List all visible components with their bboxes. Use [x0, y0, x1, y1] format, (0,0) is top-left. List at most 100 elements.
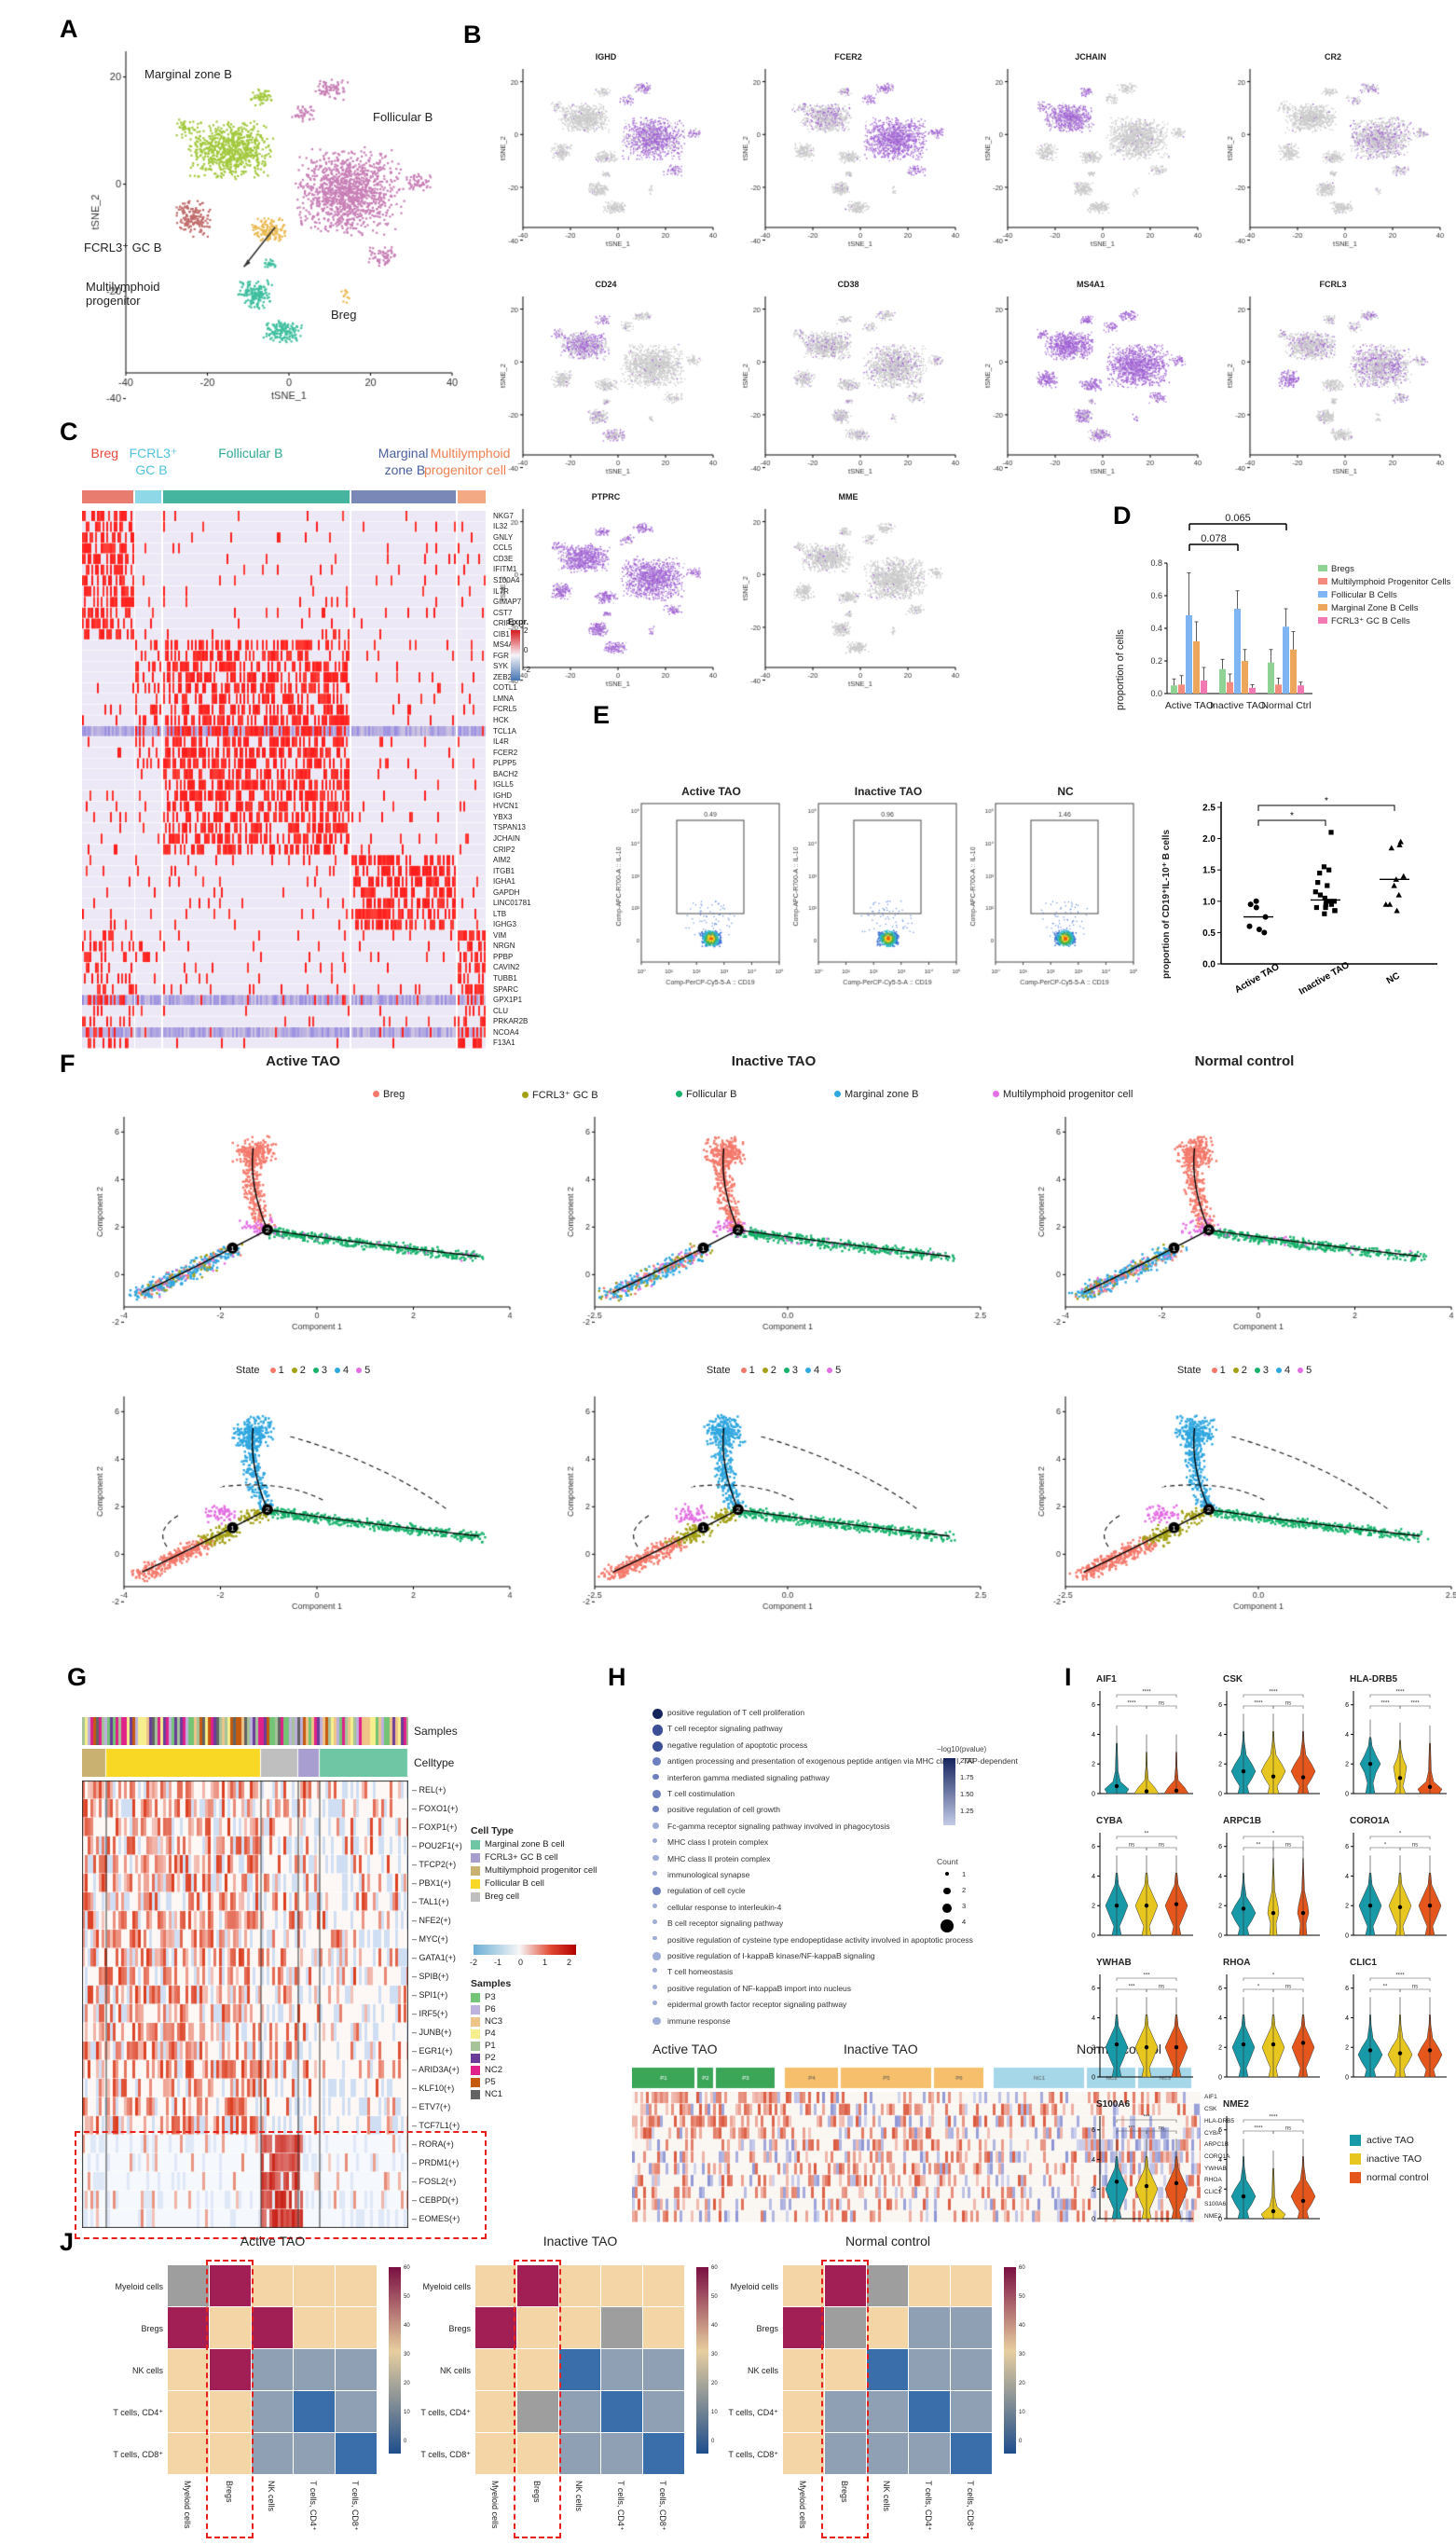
- heatmap-gene-label: IGHA1: [493, 877, 516, 887]
- panelJ-cell: [601, 2265, 642, 2306]
- heatmap-gene-label: JCHAIN: [493, 833, 520, 843]
- samples-legend-swatch: [471, 2017, 480, 2027]
- panelJ-colorbar-tick: 60: [404, 2265, 410, 2271]
- svg-text:4: 4: [1345, 1874, 1349, 1880]
- go-term-dot: [652, 1984, 657, 1989]
- go-term-dot: [652, 1903, 657, 1908]
- violin-title: HLA-DRB5: [1350, 1674, 1398, 1685]
- panelG-colorbar-tick: 2: [567, 1958, 572, 1967]
- trajectory-legend-item: Follicular B: [676, 1089, 736, 1100]
- panelJ-colorbar-tick: 30: [1019, 2352, 1025, 2358]
- panelJ-col-label: T cells, CD8⁺: [658, 2481, 667, 2531]
- svg-text:4: 4: [1218, 2157, 1222, 2164]
- panel-letter-A: A: [60, 15, 78, 43]
- heatmap-gene-label: PRKAR2B: [493, 1017, 529, 1026]
- panelJ-cell: [783, 2265, 824, 2306]
- svg-text:*: *: [1272, 1973, 1275, 1979]
- panelJ-colorbar: [696, 2267, 708, 2454]
- panelJ-cell: [825, 2433, 866, 2474]
- panelJ-cell: [867, 2391, 908, 2432]
- panel-letter-G: G: [67, 1663, 88, 1691]
- panelI-legend-label: active TAO: [1367, 2135, 1414, 2146]
- go-term-dot: [652, 1740, 664, 1752]
- svg-text:0.065: 0.065: [1225, 513, 1251, 524]
- heatmap-gene-label: LTB: [493, 909, 507, 918]
- go-term-label: negative regulation of apoptotic process: [667, 1740, 808, 1750]
- pval-legend-colorbar: [943, 1758, 955, 1825]
- count-legend-label: 1: [962, 1870, 967, 1878]
- violin-plot-CYBA: 6 4 2 0 ** ns ns: [1092, 1832, 1193, 1940]
- panelJ-cell: [909, 2265, 950, 2306]
- panelJ-cell: [168, 2307, 209, 2348]
- svg-text:0.2: 0.2: [1150, 656, 1162, 666]
- panelJ-cell: [252, 2433, 293, 2474]
- featureplot-IGHD: [489, 63, 722, 261]
- heatmap-gene-label: IFITM1: [493, 565, 517, 574]
- panelJ-colorbar-tick: 50: [711, 2294, 718, 2300]
- state-legend-label: State: [706, 1365, 734, 1376]
- panelJ-cell: [517, 2391, 558, 2432]
- panelJ-cell: [294, 2433, 335, 2474]
- panelJ-col-label: Myeloid cells: [183, 2481, 192, 2529]
- panelH-heatmap: [632, 2092, 1201, 2222]
- panelG-colorbar-tick: 1: [543, 1958, 548, 1967]
- go-term-label: MHC class I protein complex: [667, 1837, 769, 1848]
- panelJ-cell: [643, 2307, 684, 2348]
- svg-text:4: 4: [1218, 1874, 1222, 1880]
- panelJ-cell: [601, 2391, 642, 2432]
- go-term-label: Fc-gamma receptor signaling pathway invo…: [667, 1821, 890, 1831]
- panelJ-cell: [909, 2391, 950, 2432]
- flow-title: Active TAO: [681, 785, 741, 798]
- tf-label: – TCF7L1(+): [412, 2121, 460, 2130]
- panelJ-colorbar-tick: 20: [404, 2381, 410, 2386]
- panelJ-colorbar-tick: 10: [404, 2410, 410, 2415]
- panelJ-row-label: Bregs: [448, 2324, 471, 2333]
- featureplot-PTPRC: [489, 503, 722, 701]
- expr-legend-colorbar: [511, 630, 520, 681]
- tf-label: – IRF5(+): [412, 2009, 448, 2018]
- heatmap-group-label: progenitor cell: [424, 462, 506, 477]
- panel-letter-I: I: [1065, 1663, 1072, 1691]
- svg-text:ns: ns: [1285, 1701, 1291, 1707]
- panelJ-cell: [168, 2265, 209, 2306]
- count-legend-dot: [941, 1919, 954, 1932]
- go-term-dot: [652, 2016, 661, 2026]
- panelJ-cell: [867, 2433, 908, 2474]
- heatmap-gene-label: CRIP2: [493, 845, 515, 854]
- svg-text:6: 6: [1218, 2127, 1222, 2134]
- flow-title: NC: [1057, 785, 1074, 798]
- panelJ-cell: [867, 2265, 908, 2306]
- svg-text:****: ****: [1380, 1701, 1390, 1707]
- trajectory-celltype-0: [89, 1109, 517, 1342]
- panelJ-col-label: T cells, CD4⁺: [616, 2481, 625, 2531]
- panelG-samples-bar: [82, 1717, 408, 1745]
- state-number: 1: [1219, 1365, 1226, 1376]
- svg-text:****: ****: [1410, 1701, 1420, 1707]
- panelG-samples-bar-label: Samples: [414, 1725, 458, 1738]
- state-dot-icon: [783, 1368, 790, 1373]
- panel-letter-C: C: [60, 418, 78, 446]
- panelJ-cell: [559, 2433, 600, 2474]
- heatmap-gene-label: FCRL5: [493, 705, 517, 714]
- panelJ-cell: [294, 2307, 335, 2348]
- svg-text:0: 0: [1092, 2217, 1095, 2223]
- tf-label: – KLF10(+): [412, 2083, 455, 2093]
- panelJ-colorbar-tick: 60: [1019, 2265, 1025, 2271]
- heatmap-gene-label: ZEB2: [493, 672, 513, 681]
- panelH-gene-label: CSK: [1204, 2106, 1217, 2113]
- heatmap-group-label: zone B: [384, 462, 426, 477]
- trajectory-title: Active TAO: [266, 1053, 340, 1069]
- celltype-legend-swatch: [471, 1892, 480, 1902]
- go-term-label: T cell receptor signaling pathway: [667, 1724, 783, 1734]
- svg-text:0: 0: [1218, 2075, 1222, 2082]
- pval-legend-tick: 1.75: [960, 1773, 974, 1781]
- heatmap-group-label: FCRL3⁺: [129, 446, 178, 461]
- panelH-gene-label: CORO1A: [1204, 2153, 1230, 2160]
- state-dot-icon: [1298, 1368, 1304, 1373]
- panelJ-cell: [601, 2349, 642, 2390]
- celltype-legend-label: FCRL3+ GC B cell: [485, 1852, 558, 1863]
- svg-text:6: 6: [1345, 1986, 1349, 1992]
- violin-plot-YWHAB: 6 4 2 0 *** *** ns: [1092, 1973, 1193, 2082]
